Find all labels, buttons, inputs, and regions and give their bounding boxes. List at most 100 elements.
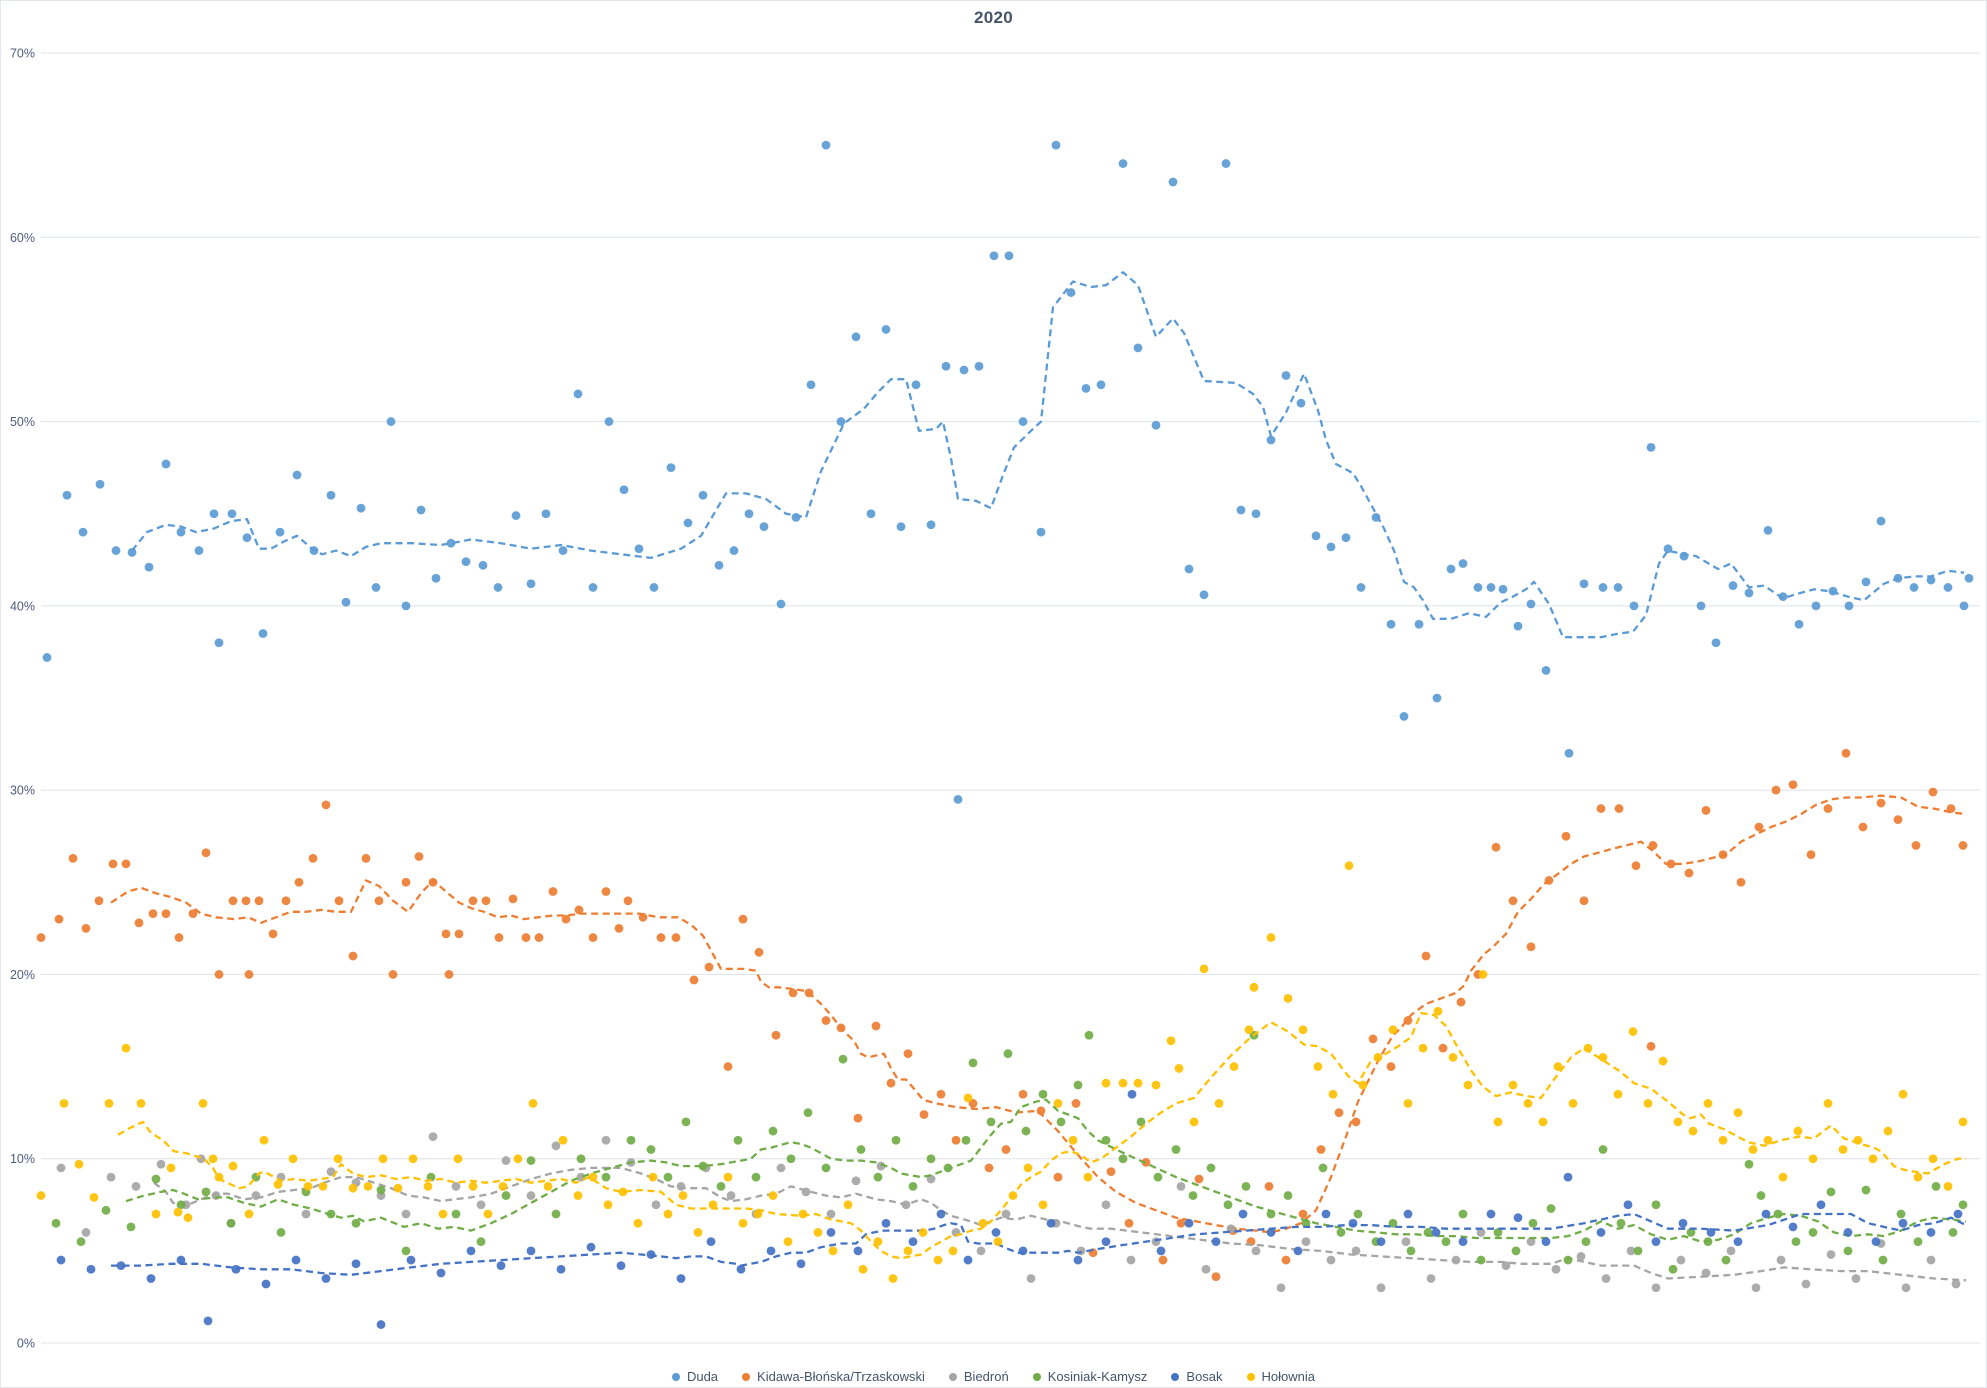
data-point-ho-ownia	[1118, 1078, 1128, 1088]
data-point-duda	[1844, 601, 1854, 611]
data-point-ho-ownia	[1266, 933, 1276, 942]
data-point-ho-ownia	[318, 1181, 328, 1191]
data-point-ho-ownia	[963, 1093, 973, 1103]
data-point-bosak	[556, 1264, 566, 1274]
series-kosiniak-kamysz	[51, 1030, 1968, 1274]
data-point-ho-ownia	[198, 1099, 208, 1108]
data-point-kosiniak-kamysz	[1896, 1209, 1906, 1219]
data-point-ho-ownia	[903, 1246, 913, 1256]
data-point-biedro	[1676, 1255, 1686, 1265]
data-point-ho-ownia	[798, 1209, 808, 1219]
data-point-kosiniak-kamysz	[1441, 1237, 1451, 1247]
data-point-duda	[759, 522, 769, 532]
data-point-kosiniak-kamysz	[1206, 1163, 1216, 1173]
data-point-kosiniak-kamysz	[1223, 1200, 1233, 1210]
data-point-duda	[1326, 542, 1336, 552]
data-point-duda	[1004, 251, 1014, 261]
data-point-kidawa-b-o-ska-trzaskowski	[1106, 1167, 1116, 1177]
data-point-kosiniak-kamysz	[76, 1237, 86, 1247]
data-point-kidawa-b-o-ska-trzaskowski	[134, 918, 144, 928]
data-point-ho-ownia	[663, 1209, 673, 1219]
data-point-ho-ownia	[498, 1181, 508, 1191]
data-point-duda	[161, 459, 171, 469]
data-point-kidawa-b-o-ska-trzaskowski	[1141, 1158, 1151, 1167]
data-point-kidawa-b-o-ska-trzaskowski	[1958, 841, 1968, 850]
data-point-biedro	[1351, 1246, 1361, 1256]
data-point-duda	[127, 548, 137, 557]
data-point-bosak	[176, 1255, 186, 1265]
data-point-bosak	[146, 1274, 156, 1283]
data-point-duda	[573, 389, 583, 399]
data-point-kidawa-b-o-ska-trzaskowski	[1298, 1209, 1308, 1219]
data-point-ho-ownia	[208, 1154, 218, 1164]
data-point-duda	[1356, 583, 1366, 592]
data-point-kidawa-b-o-ska-trzaskowski	[1316, 1145, 1326, 1154]
data-point-kidawa-b-o-ska-trzaskowski	[1579, 896, 1589, 906]
data-point-bosak	[676, 1274, 686, 1283]
data-point-duda	[461, 557, 471, 567]
data-point-ho-ownia	[378, 1154, 388, 1164]
data-point-ho-ownia	[348, 1183, 358, 1193]
data-point-kosiniak-kamysz	[1651, 1200, 1661, 1210]
data-point-kidawa-b-o-ska-trzaskowski	[919, 1110, 929, 1119]
data-point-kosiniak-kamysz	[1948, 1228, 1958, 1237]
legend-marker-icon	[1246, 1372, 1255, 1381]
data-point-duda	[1341, 533, 1351, 543]
data-point-kidawa-b-o-ska-trzaskowski	[1176, 1218, 1186, 1228]
trend-line-ho-ownia	[117, 1011, 1966, 1260]
data-point-duda	[953, 794, 963, 804]
legend-item-ho-ownia: Hołownia	[1246, 1369, 1315, 1384]
data-point-kidawa-b-o-ska-trzaskowski	[1614, 804, 1624, 813]
data-point-ho-ownia	[173, 1207, 183, 1217]
data-point-kosiniak-kamysz	[838, 1054, 848, 1064]
data-point-kidawa-b-o-ska-trzaskowski	[738, 914, 748, 924]
data-point-duda	[1486, 583, 1496, 592]
data-point-ho-ownia	[618, 1187, 628, 1197]
data-point-ho-ownia	[693, 1228, 703, 1237]
data-point-kosiniak-kamysz	[1336, 1228, 1346, 1237]
data-point-kosiniak-kamysz	[1406, 1246, 1416, 1256]
data-point-kosiniak-kamysz	[1616, 1218, 1626, 1228]
data-point-biedro	[1326, 1255, 1336, 1265]
data-point-bosak	[1184, 1218, 1194, 1228]
data-point-ho-ownia	[244, 1209, 254, 1219]
data-point-duda	[1151, 420, 1161, 430]
data-point-duda	[1794, 619, 1804, 629]
data-point-kidawa-b-o-ska-trzaskowski	[148, 909, 158, 919]
data-point-duda	[176, 527, 186, 537]
series-biedro	[56, 1132, 1967, 1293]
data-point-duda	[401, 601, 411, 611]
legend-marker-icon	[742, 1372, 751, 1381]
data-point-kosiniak-kamysz	[1171, 1145, 1181, 1154]
data-point-duda	[1541, 665, 1551, 675]
data-point-biedro	[1376, 1283, 1386, 1293]
data-point-duda	[1018, 417, 1028, 426]
data-point-duda	[1679, 551, 1689, 561]
data-point-duda	[1184, 564, 1194, 574]
data-point-duda	[1909, 583, 1919, 592]
trend-line-kidawa-b-o-ska-trzaskowski	[110, 794, 1967, 1234]
data-point-kosiniak-kamysz	[1188, 1191, 1198, 1200]
data-point-bosak	[1678, 1218, 1688, 1228]
data-point-kosiniak-kamysz	[576, 1154, 586, 1164]
data-point-kosiniak-kamysz	[376, 1185, 386, 1195]
data-point-ho-ownia	[288, 1154, 298, 1164]
data-point-duda	[1526, 599, 1536, 609]
data-point-ho-ownia	[1199, 964, 1209, 974]
data-point-biedro	[526, 1191, 536, 1200]
data-point-kidawa-b-o-ska-trzaskowski	[1841, 748, 1851, 758]
data-point-duda	[1498, 584, 1508, 594]
data-point-biedro	[1201, 1264, 1211, 1274]
data-point-ho-ownia	[1793, 1126, 1803, 1136]
data-point-bosak	[1431, 1228, 1441, 1237]
data-point-kidawa-b-o-ska-trzaskowski	[1893, 815, 1903, 825]
data-point-duda	[1926, 575, 1936, 585]
data-point-kidawa-b-o-ska-trzaskowski	[1071, 1099, 1081, 1108]
data-point-kosiniak-kamysz	[1038, 1089, 1048, 1099]
data-point-ho-ownia	[183, 1213, 193, 1223]
data-point-kosiniak-kamysz	[526, 1156, 536, 1165]
data-point-kosiniak-kamysz	[1791, 1237, 1801, 1247]
data-point-bosak	[1871, 1237, 1881, 1247]
data-point-kidawa-b-o-ska-trzaskowski	[1018, 1089, 1028, 1099]
data-point-ho-ownia	[588, 1172, 598, 1182]
